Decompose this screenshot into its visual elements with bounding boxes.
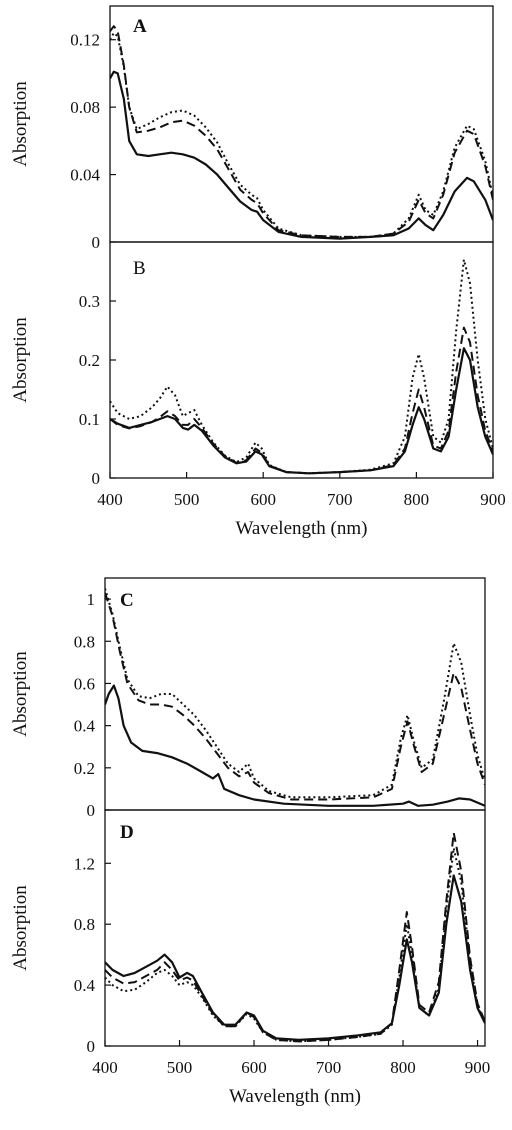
x-tick-label: 500: [167, 1058, 193, 1077]
y-tick-label: 0: [92, 233, 101, 252]
x-axis-label: Wavelength (nm): [236, 518, 368, 539]
y-tick-label: 0: [87, 801, 96, 820]
y-axis-label: Absorption: [10, 885, 31, 971]
y-tick-label: 0.04: [70, 166, 100, 185]
series-dotted-line: [105, 847, 485, 1043]
series-dotted-line: [105, 588, 485, 799]
series-solid-line: [105, 874, 485, 1041]
series-dashed-line: [105, 831, 485, 1043]
panel-label: C: [120, 590, 134, 611]
y-axis-label: Absorption: [10, 651, 31, 737]
y-tick-label: 0.1: [79, 410, 100, 429]
panel-a: 0 0.04 0.08 0.12 Absorption A: [10, 5, 494, 252]
x-tick-label: 700: [316, 1058, 342, 1077]
series-dotted-line: [110, 258, 493, 475]
panel-label: A: [133, 16, 147, 37]
y-tick-label: 0: [87, 1037, 96, 1056]
panel-label: B: [133, 258, 146, 279]
y-tick-label: 0.3: [79, 292, 100, 311]
x-tick-label: 900: [480, 490, 506, 509]
series-dashed-line: [110, 326, 493, 475]
panel-c: 0 0.2 0.4 0.6 0.8 1 Absorption C: [10, 577, 486, 820]
panel-b: 0 0.1 0.2 0.3 400 500 600 700 800 900 Absorption Wa…: [10, 241, 506, 539]
y-tick-label: 0.6: [74, 674, 95, 693]
x-tick-label: 400: [92, 1058, 118, 1077]
x-tick-label: 900: [465, 1058, 491, 1077]
x-axis-label: Wavelength (nm): [229, 1086, 361, 1107]
y-tick-label: 0.8: [74, 915, 95, 934]
plot-frame: [109, 241, 494, 479]
plot-frame: [104, 809, 486, 1047]
x-tick-label: 800: [390, 1058, 416, 1077]
y-tick-label: 0.4: [74, 717, 96, 736]
y-tick-label: 0.8: [74, 632, 95, 651]
series-solid-line: [105, 684, 485, 807]
x-tick-label: 800: [404, 490, 430, 509]
y-tick-label: 1.2: [74, 854, 95, 873]
y-tick-label: 0.08: [70, 98, 100, 117]
x-tick-label: 400: [97, 490, 123, 509]
x-tick-label: 700: [327, 490, 353, 509]
y-tick-label: 0.12: [70, 31, 100, 50]
y-tick-label: 1: [87, 590, 96, 609]
y-tick-label: 0: [92, 469, 101, 488]
y-tick-label: 0.2: [79, 351, 100, 370]
y-axis-label: Absorption: [10, 81, 31, 167]
panel-d: 0 0.4 0.8 1.2 400 500 600 700 800 900 Absorption Wa…: [10, 809, 491, 1107]
series-dotted-line: [110, 32, 493, 238]
y-axis-label: Absorption: [10, 317, 31, 403]
y-tick-label: 0.4: [74, 976, 96, 995]
panel-label: D: [120, 822, 134, 843]
series-dashed-line: [110, 25, 493, 238]
x-tick-label: 600: [241, 1058, 267, 1077]
x-tick-label: 500: [174, 490, 200, 509]
x-tick-label: 600: [250, 490, 276, 509]
series-solid-line: [110, 70, 493, 240]
series-solid-line: [110, 347, 493, 475]
series-dashed-line: [105, 592, 485, 801]
plot-frame: [104, 577, 486, 811]
y-tick-label: 0.2: [74, 759, 95, 778]
